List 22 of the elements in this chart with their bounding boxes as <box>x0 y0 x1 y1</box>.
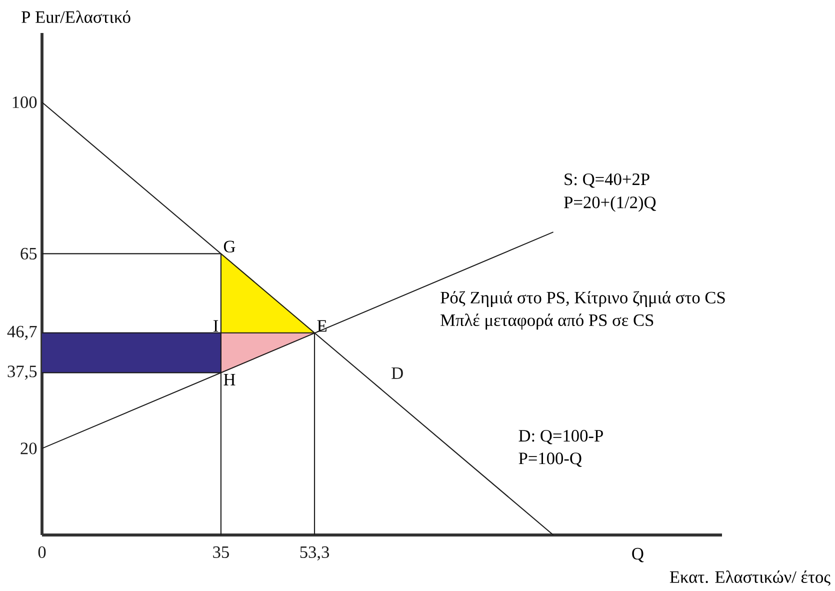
y-tick-label: 37,5 <box>8 366 37 380</box>
y-axis-title: P Eur/Ελαστικό <box>22 10 130 23</box>
annotation: D: Q=100-P <box>518 430 603 444</box>
y-tick-label: 100 <box>12 96 37 108</box>
annotation: Μπλέ μεταφορά από PS σε CS <box>440 314 654 330</box>
annotation: P=100-Q <box>518 452 582 467</box>
text: Εκατ. Ελαστικών/ έτος <box>670 570 830 586</box>
series-label: D <box>392 367 403 379</box>
annotation: G <box>224 240 236 252</box>
y-tick-label: 46,7 <box>7 326 37 340</box>
annotation: I <box>214 320 218 332</box>
x-tick-label: 35 <box>213 546 229 558</box>
x-tick-label: 0 <box>38 546 46 558</box>
x-axis-title: Q <box>632 548 644 562</box>
annotation: Ρόζ Ζημιά στο PS, Κίτρινο ζημιά στο CS <box>440 291 725 308</box>
annotation: P=20+(1/2)Q <box>564 196 656 212</box>
annotation: E <box>317 320 327 332</box>
x-tick-label: 53,3 <box>300 546 330 561</box>
y-tick-label: 20 <box>20 442 37 454</box>
annotation: H <box>224 374 236 386</box>
annotation: S: Q=40+2P <box>564 173 650 188</box>
y-tick-label: 65 <box>20 248 37 260</box>
